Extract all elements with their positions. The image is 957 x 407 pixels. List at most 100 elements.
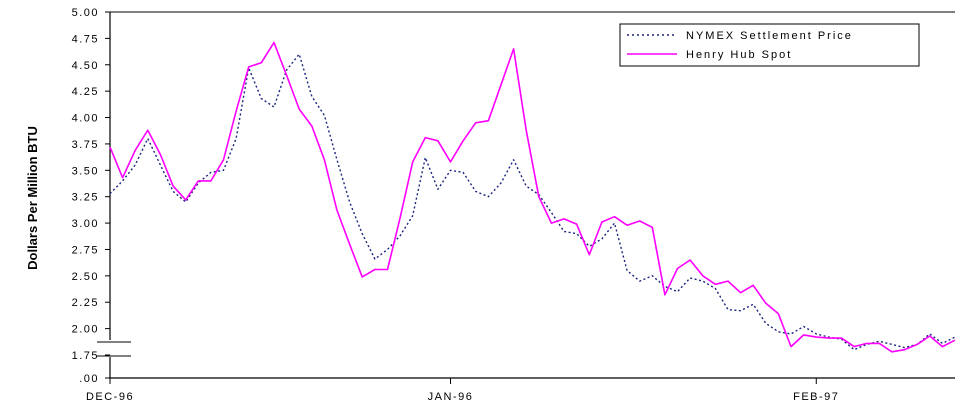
series-point — [475, 191, 476, 192]
y-tick-label: 3.50 — [72, 165, 99, 177]
series-point — [664, 286, 665, 287]
series-point — [299, 54, 300, 55]
series-point — [563, 231, 564, 232]
series-point — [248, 66, 249, 67]
series-point — [803, 326, 804, 327]
series-point — [841, 338, 842, 339]
series-point — [942, 343, 943, 344]
series-point — [576, 233, 577, 234]
series-point — [374, 258, 375, 259]
series-point — [740, 292, 741, 293]
series-point — [286, 75, 287, 76]
series-point — [854, 349, 855, 350]
legend-label-nymex: NYMEX Settlement Price — [686, 30, 853, 42]
series-point — [652, 275, 653, 276]
series-point — [349, 201, 350, 202]
series-point — [236, 111, 237, 112]
series-point — [526, 130, 527, 131]
series-point — [210, 172, 211, 173]
series-point — [690, 277, 691, 278]
series-point — [828, 338, 829, 339]
series-point — [790, 333, 791, 334]
series-point — [929, 333, 930, 334]
x-tick-label: JAN-96 — [428, 391, 474, 403]
series-point — [362, 233, 363, 234]
series-point — [299, 108, 300, 109]
series-point — [576, 224, 577, 225]
x-tick-label: DEC-96 — [86, 391, 134, 403]
series-point — [639, 220, 640, 221]
series-point — [399, 235, 400, 236]
y-tick-label: 2.25 — [72, 297, 99, 309]
series-point — [513, 159, 514, 160]
series-point — [311, 125, 312, 126]
series-point — [816, 336, 817, 337]
series-point — [160, 154, 161, 155]
series-point — [917, 344, 918, 345]
series-point — [273, 42, 274, 43]
series-point — [778, 313, 779, 314]
series-lines — [109, 41, 956, 353]
series-point — [790, 346, 791, 347]
series-point — [954, 340, 955, 341]
y-tick-label: 2.75 — [72, 244, 99, 256]
series-point — [362, 276, 363, 277]
series-point — [589, 254, 590, 255]
series-point — [891, 344, 892, 345]
series-point — [614, 216, 615, 217]
series-point — [513, 48, 514, 49]
series-point — [349, 244, 350, 245]
series-point — [437, 140, 438, 141]
series-point — [765, 323, 766, 324]
series-point — [765, 303, 766, 304]
series-point — [336, 159, 337, 160]
series-point — [488, 120, 489, 121]
series-point — [172, 191, 173, 192]
series-point — [727, 281, 728, 282]
series-point — [475, 122, 476, 123]
series-point — [311, 96, 312, 97]
x-tick-label: FEB-97 — [793, 391, 839, 403]
series-point — [223, 170, 224, 171]
series-point — [854, 346, 855, 347]
series-point — [904, 347, 905, 348]
series-point — [109, 193, 110, 194]
series-point — [172, 186, 173, 187]
y-tick-label: 5.00 — [72, 7, 99, 19]
series-point — [626, 270, 627, 271]
series-point — [614, 222, 615, 223]
series-point — [147, 130, 148, 131]
series-point — [122, 180, 123, 181]
y-axis-label: Dollars Per Million BTU — [25, 126, 40, 270]
y-axis-ticks: .00 1.75 2.00 2.25 2.50 2.75 3.00 3.25 3.50 3.75 4… — [72, 7, 110, 385]
series-point — [261, 98, 262, 99]
series-line-nymex-settlement — [109, 53, 956, 351]
y-tick-label: 4.25 — [72, 86, 99, 98]
y-tick-label: 4.50 — [72, 60, 99, 72]
y-tick-label: 2.00 — [72, 324, 99, 336]
series-point — [677, 291, 678, 292]
series-line-henry-hub-spot — [109, 41, 956, 353]
series-point — [135, 164, 136, 165]
series-point — [942, 346, 943, 347]
series-point — [626, 225, 627, 226]
y-tick-label: .00 — [79, 373, 99, 385]
series-point — [500, 182, 501, 183]
series-point — [437, 189, 438, 190]
series-point — [904, 349, 905, 350]
series-point — [727, 309, 728, 310]
series-point — [538, 196, 539, 197]
series-point — [135, 150, 136, 151]
series-point — [866, 343, 867, 344]
series-point — [286, 69, 287, 70]
series-point — [236, 138, 237, 139]
series-point — [210, 180, 211, 181]
series-point — [879, 341, 880, 342]
series-point — [702, 275, 703, 276]
chart-axes — [97, 11, 955, 379]
series-point — [185, 199, 186, 200]
series-point — [425, 157, 426, 158]
series-point — [488, 196, 489, 197]
series-point — [702, 281, 703, 282]
